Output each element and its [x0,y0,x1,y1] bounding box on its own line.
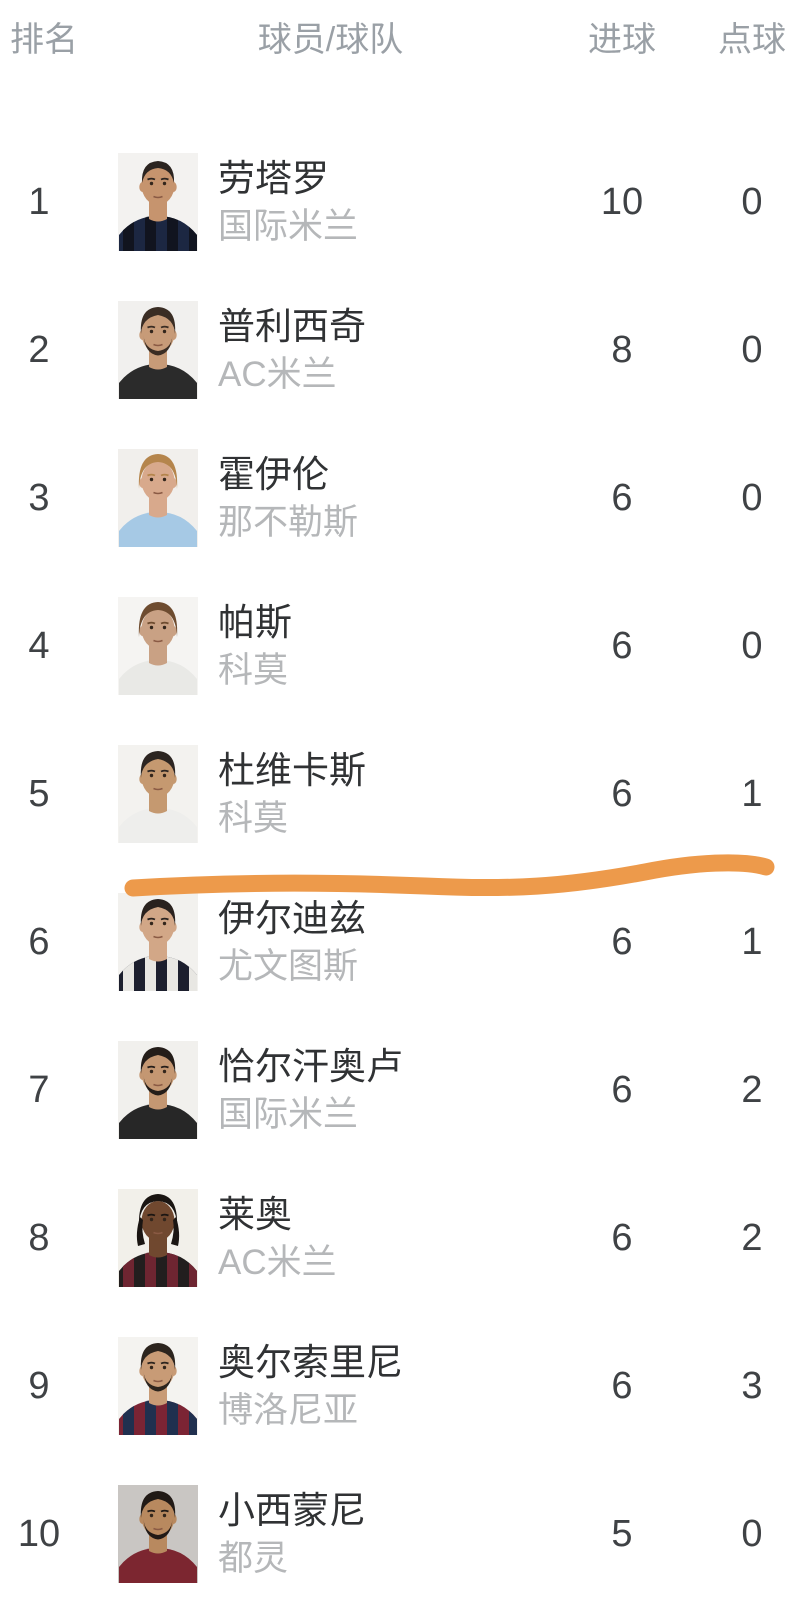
table-row[interactable]: 1 劳塔罗 国际米兰 10 0 [0,128,811,276]
table-row[interactable]: 9 奥尔索里尼 博洛尼亚 6 3 [0,1312,811,1460]
table-row[interactable]: 8 莱奥 AC米兰 6 2 [0,1164,811,1312]
penalties-value: 0 [741,624,763,667]
player-info: 杜维卡斯 科莫 [198,749,547,838]
player-photo [118,300,198,400]
goals-value: 6 [611,1364,633,1407]
goals-value: 6 [611,920,633,963]
player-photo [118,1484,198,1584]
player-photo [118,1040,198,1140]
goals-value: 6 [611,1068,633,1111]
rank-value: 6 [28,920,50,963]
player-photo [118,152,198,252]
header-penalties: 点球 [718,21,786,59]
player-photo [118,448,198,548]
rank-value: 3 [28,476,50,519]
penalties-value: 0 [741,1512,763,1555]
goals-value: 5 [611,1512,633,1555]
table-row[interactable]: 5 杜维卡斯 科莫 6 1 [0,720,811,868]
team-name: 博洛尼亚 [218,1390,359,1430]
team-name: 国际米兰 [218,1094,359,1134]
team-name: 都灵 [218,1538,289,1578]
player-info: 小西蒙尼 都灵 [198,1489,547,1578]
rank-value: 1 [28,180,50,223]
table-row[interactable]: 3 霍伊伦 那不勒斯 6 0 [0,424,811,572]
penalties-value: 0 [741,476,763,519]
player-photo [118,892,198,992]
player-name: 帕斯 [218,601,292,643]
player-name: 小西蒙尼 [218,1489,366,1531]
player-photo [118,1336,198,1436]
team-name: AC米兰 [218,354,337,394]
rank-value: 8 [28,1216,50,1259]
player-name: 杜维卡斯 [218,749,366,791]
player-info: 帕斯 科莫 [198,601,547,690]
team-name: 尤文图斯 [218,946,359,986]
player-info: 恰尔汗奥卢 国际米兰 [198,1045,547,1134]
player-name: 奥尔索里尼 [218,1341,403,1383]
table-body: 1 劳塔罗 国际米兰 10 0 2 普利西奇 AC米兰 8 0 3 霍伊伦 那不… [0,128,811,1608]
penalties-value: 2 [741,1068,763,1111]
rank-value: 7 [28,1068,50,1111]
player-info: 霍伊伦 那不勒斯 [198,453,547,542]
rank-value: 10 [17,1512,61,1555]
table-row[interactable]: 2 普利西奇 AC米兰 8 0 [0,276,811,424]
player-name: 恰尔汗奥卢 [218,1045,403,1087]
team-name: AC米兰 [218,1242,337,1282]
penalties-value: 2 [741,1216,763,1259]
player-info: 普利西奇 AC米兰 [198,305,547,394]
player-info: 伊尔迪兹 尤文图斯 [198,897,547,986]
player-photo [118,1188,198,1288]
rank-value: 2 [28,328,50,371]
goals-value: 8 [611,328,633,371]
goals-value: 10 [600,180,644,223]
player-name: 普利西奇 [218,305,366,347]
penalties-value: 1 [741,920,763,963]
rank-value: 4 [28,624,50,667]
goals-value: 6 [611,1216,633,1259]
table-row[interactable]: 4 帕斯 科莫 6 0 [0,572,811,720]
penalties-value: 0 [741,328,763,371]
team-name: 国际米兰 [218,206,359,246]
header-player-team: 球员/球队 [257,21,404,59]
table-row[interactable]: 10 小西蒙尼 都灵 5 0 [0,1460,811,1608]
header-goals: 进球 [588,21,656,59]
goals-value: 6 [611,476,633,519]
team-name: 那不勒斯 [218,502,359,542]
header-rank: 排名 [10,21,78,59]
table-header: 排名 球员/球队 进球 点球 [0,0,811,62]
player-photo [118,744,198,844]
table-row[interactable]: 6 伊尔迪兹 尤文图斯 6 1 [0,868,811,1016]
player-name: 劳塔罗 [218,157,329,199]
player-info: 莱奥 AC米兰 [198,1193,547,1282]
table-row[interactable]: 7 恰尔汗奥卢 国际米兰 6 2 [0,1016,811,1164]
player-info: 劳塔罗 国际米兰 [198,157,547,246]
team-name: 科莫 [218,798,289,838]
goals-value: 6 [611,624,633,667]
goals-value: 6 [611,772,633,815]
rank-value: 9 [28,1364,50,1407]
player-name: 霍伊伦 [218,453,329,495]
team-name: 科莫 [218,650,289,690]
rank-value: 5 [28,772,50,815]
penalties-value: 1 [741,772,763,815]
player-photo [118,596,198,696]
penalties-value: 0 [741,180,763,223]
player-name: 莱奥 [218,1193,292,1235]
player-name: 伊尔迪兹 [218,897,366,939]
player-info: 奥尔索里尼 博洛尼亚 [198,1341,547,1430]
penalties-value: 3 [741,1364,763,1407]
